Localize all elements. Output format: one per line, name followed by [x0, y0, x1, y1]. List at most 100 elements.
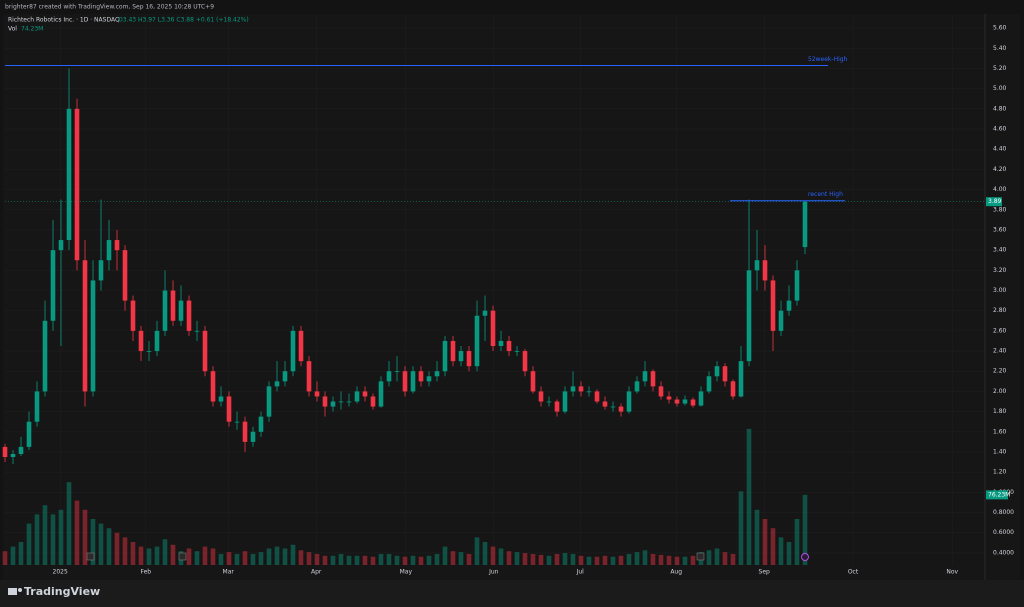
candle-body: [74, 108, 80, 261]
volume-bar: [370, 556, 376, 565]
volume-bar: [98, 523, 104, 565]
y-tick-label: 2.80: [993, 307, 1007, 314]
candle-body: [594, 391, 600, 402]
candle-body: [354, 391, 360, 402]
header: brighter87 created with TradingView.com,…: [5, 4, 214, 11]
volume-bar: [498, 548, 504, 565]
x-tick-label: Jun: [488, 569, 499, 576]
legend-vol-label: Vol: [8, 26, 17, 33]
volume-bar: [354, 555, 360, 565]
volume-bar: [410, 555, 416, 565]
x-tick-label: Mar: [223, 569, 235, 576]
volume-bar: [114, 532, 120, 565]
candle-body: [234, 421, 240, 423]
volume-bar: [458, 552, 464, 565]
volume-bar: [122, 537, 128, 565]
volume-bar: [26, 523, 32, 565]
level-label: 52week-High: [808, 56, 848, 63]
volume-bar: [634, 552, 640, 565]
volume-bar: [762, 519, 768, 565]
candle-body: [98, 260, 104, 281]
candle-body: [122, 250, 128, 301]
volume-bar: [682, 556, 688, 565]
volume-bar: [378, 553, 384, 565]
volume-bar: [50, 514, 56, 565]
candle-body: [738, 361, 744, 397]
y-tick-label: 0.8000: [993, 509, 1014, 516]
footer: [0, 580, 1024, 607]
candle-body: [186, 300, 192, 331]
volume-bar: [626, 553, 632, 565]
volume-bar: [34, 514, 40, 565]
candle-body: [178, 300, 184, 321]
volume-bar: [274, 546, 280, 565]
y-tick-label: 2.40: [993, 348, 1007, 355]
y-tick-label: 4.60: [993, 126, 1007, 133]
candle-body: [362, 391, 368, 397]
candle-body: [250, 431, 256, 442]
volume-bar: [346, 555, 352, 565]
candle-body: [658, 386, 664, 397]
candle-body: [330, 401, 336, 407]
volume-bar: [490, 546, 496, 565]
event-icon: [801, 553, 809, 561]
candle-body: [602, 401, 608, 407]
candle-body: [794, 270, 800, 301]
candle-body: [786, 300, 792, 311]
candle-body: [394, 371, 400, 373]
candle-body: [42, 320, 48, 392]
y-tick-label: 0.4000: [993, 549, 1014, 556]
volume-bar: [266, 548, 272, 565]
candle-body: [522, 351, 528, 372]
candle-body: [578, 386, 584, 392]
volume-bar: [562, 553, 568, 565]
candle-body: [506, 340, 512, 352]
candle-body: [650, 371, 656, 387]
y-tick-label: 3.40: [993, 247, 1007, 254]
x-tick-label: Jul: [576, 569, 585, 576]
volume-bar: [314, 553, 320, 565]
volume-bar: [386, 553, 392, 565]
volume-bar: [402, 556, 408, 565]
volume-bar: [802, 494, 808, 565]
candle-body: [106, 240, 112, 261]
y-tick-label: 4.00: [993, 186, 1007, 193]
candle-body: [570, 386, 576, 392]
volume-bar: [514, 552, 520, 565]
y-tick-label: 3.20: [993, 267, 1007, 274]
candle-body: [562, 391, 568, 412]
y-tick-label: 1.40: [993, 448, 1007, 455]
volume-bar: [778, 537, 784, 565]
volume-bar: [242, 551, 248, 565]
candle-body: [34, 391, 40, 422]
level-label: recent High: [808, 191, 843, 198]
volume-bar: [202, 546, 208, 565]
volume-bar: [218, 553, 224, 565]
volume-bar: [106, 528, 112, 565]
y-tick-label: 1.60: [993, 428, 1007, 435]
candle-body: [754, 260, 760, 271]
volume-bar: [506, 551, 512, 565]
candle-body: [722, 366, 728, 382]
candle-body: [242, 421, 248, 442]
candle-body: [698, 391, 704, 406]
volume-bar: [666, 555, 672, 565]
candle-body: [450, 340, 456, 362]
earnings-icon: [86, 552, 95, 561]
candle-body: [210, 371, 216, 402]
volume-bar: [450, 551, 456, 565]
volume-bar: [58, 509, 64, 565]
volume-bar: [738, 491, 744, 565]
x-tick-label: Oct: [848, 569, 859, 576]
candle-body: [442, 340, 448, 372]
candle-body: [26, 421, 32, 447]
candle-body: [778, 310, 784, 331]
candle-body: [218, 396, 224, 402]
candle-body: [770, 280, 776, 331]
candle-body: [10, 453, 16, 458]
candle-body: [466, 351, 472, 367]
candle-body: [202, 330, 208, 372]
volume-tag-bg: [986, 490, 1008, 500]
volume-bar: [714, 548, 720, 565]
volume-bar: [474, 537, 480, 565]
